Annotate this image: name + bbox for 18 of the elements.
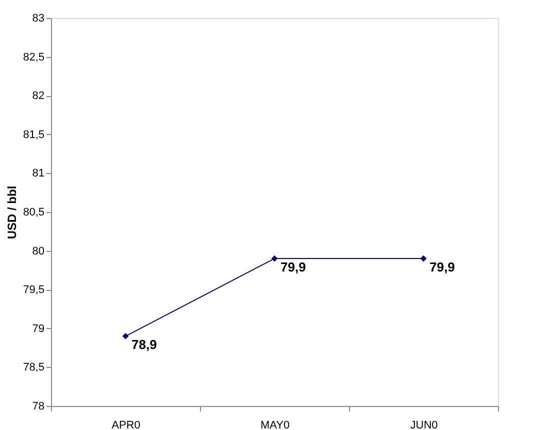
- y-tick-label: 79,5: [23, 284, 44, 296]
- y-tick-label: 78,5: [23, 362, 44, 374]
- y-tick-label: 82,5: [23, 51, 44, 64]
- y-tick-label: 81: [32, 168, 44, 180]
- x-tick-label: JUN0: [410, 420, 438, 430]
- y-tick-label: 78: [32, 400, 44, 412]
- y-axis-title: USD / bbl: [5, 186, 20, 240]
- y-tick-label: 83: [32, 12, 44, 24]
- x-tick-label: MAY0: [260, 420, 290, 430]
- y-tick-label: 79: [32, 322, 44, 335]
- y-tick-label: 80,5: [23, 206, 44, 218]
- data-label: 79,9: [430, 260, 455, 275]
- data-label: 78,9: [132, 337, 157, 352]
- x-tick-label: APR0: [112, 420, 140, 430]
- data-label: 79,9: [280, 260, 306, 275]
- y-tick-label: 81,5: [23, 128, 44, 141]
- y-tick-label: 80: [32, 245, 44, 258]
- y-tick-label: 82: [32, 90, 44, 102]
